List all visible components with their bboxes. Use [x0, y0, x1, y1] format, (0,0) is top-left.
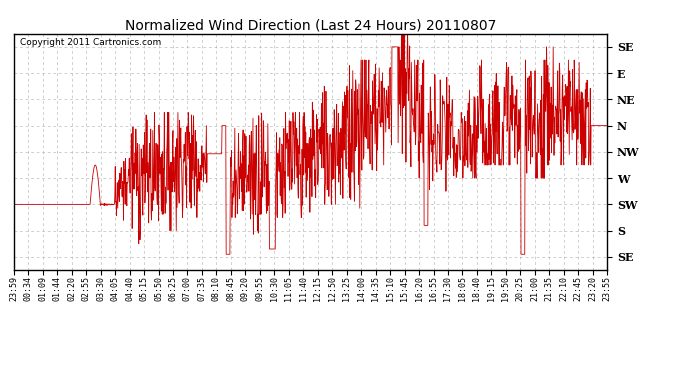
Title: Normalized Wind Direction (Last 24 Hours) 20110807: Normalized Wind Direction (Last 24 Hours…: [125, 19, 496, 33]
Text: Copyright 2011 Cartronics.com: Copyright 2011 Cartronics.com: [20, 39, 161, 48]
